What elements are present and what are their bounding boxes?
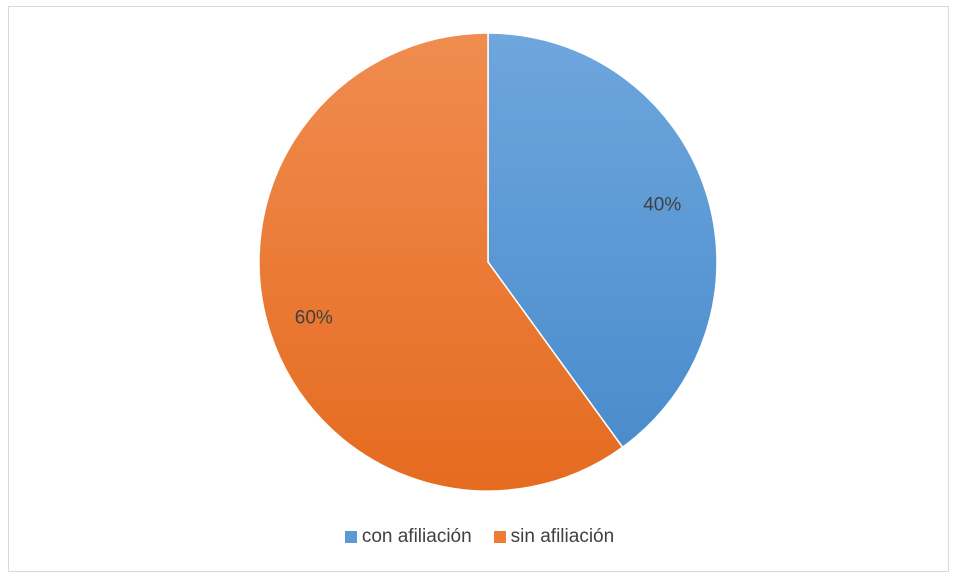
legend-label-con-afiliacion: con afiliación <box>361 526 472 547</box>
pie-slice-sin-afiliacion <box>258 32 624 492</box>
data-label-sin-afiliacion: 60% <box>295 308 333 329</box>
chart-legend: con afiliación sin afiliación <box>0 526 959 548</box>
data-label-con-afiliacion: 40% <box>643 194 681 215</box>
legend-swatch-sin-afiliacion <box>493 531 506 543</box>
pie-slice-con-afiliacion <box>487 32 718 449</box>
legend-item-con-afiliacion: con afiliación <box>344 526 472 548</box>
legend-swatch-con-afiliacion <box>344 531 357 543</box>
legend-label-sin-afiliacion: sin afiliación <box>510 526 615 547</box>
legend-item-sin-afiliacion: sin afiliación <box>493 526 615 548</box>
